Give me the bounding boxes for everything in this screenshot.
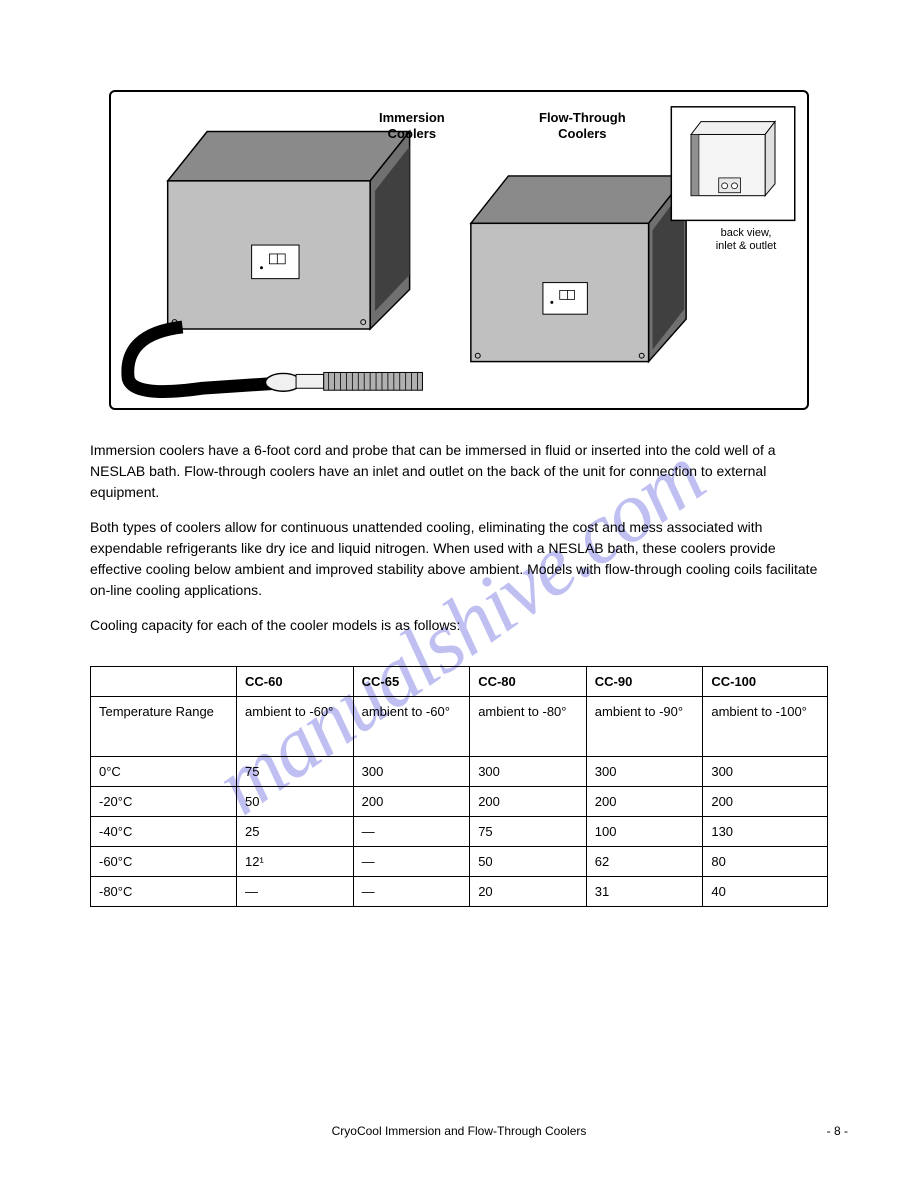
table-row: Temperature Rangeambient to -60°ambient … (91, 697, 828, 757)
th-cc80: CC-80 (470, 667, 587, 697)
table-cell: — (353, 817, 470, 847)
table-cell: 40 (703, 877, 828, 907)
table-cell: 200 (586, 787, 703, 817)
table-header-row: CC-60 CC-65 CC-80 CC-90 CC-100 (91, 667, 828, 697)
intro-p1: Immersion coolers have a 6-foot cord and… (90, 440, 828, 503)
table-cell: Temperature Range (91, 697, 237, 757)
table-cell: 300 (353, 757, 470, 787)
table-cell: -80°C (91, 877, 237, 907)
intro-p2: Both types of coolers allow for continuo… (90, 517, 828, 601)
table-cell: 100 (586, 817, 703, 847)
th-cc60: CC-60 (237, 667, 354, 697)
table-cell: 50 (470, 847, 587, 877)
table-cell: — (353, 847, 470, 877)
intro-text: Immersion coolers have a 6-foot cord and… (90, 440, 828, 636)
table-cell: 0°C (91, 757, 237, 787)
table-cell: — (353, 877, 470, 907)
table-cell: 31 (586, 877, 703, 907)
table-row: -40°C25—75100130 (91, 817, 828, 847)
table-cell: 200 (470, 787, 587, 817)
label-backview: back view, inlet & outlet (701, 227, 791, 252)
page-content: Immersion Coolers Flow-Through Coolers b… (0, 0, 918, 907)
table-cell: -20°C (91, 787, 237, 817)
table-cell: 300 (470, 757, 587, 787)
label-immersion: Immersion Coolers (379, 110, 445, 141)
table-cell: 130 (703, 817, 828, 847)
th-cc100: CC-100 (703, 667, 828, 697)
table-cell: 25 (237, 817, 354, 847)
table-cell: 300 (586, 757, 703, 787)
table-cell: — (237, 877, 354, 907)
table-cell: ambient to -90° (586, 697, 703, 757)
table-cell: -60°C (91, 847, 237, 877)
th-cc90: CC-90 (586, 667, 703, 697)
table-row: -20°C50200200200200 (91, 787, 828, 817)
page-number: - 8 - (827, 1124, 848, 1138)
table-cell: 50 (237, 787, 354, 817)
table-cell: 20 (470, 877, 587, 907)
table-cell: 80 (703, 847, 828, 877)
table-cell: 75 (237, 757, 354, 787)
table-row: 0°C75300300300300 (91, 757, 828, 787)
table-cell: -40°C (91, 817, 237, 847)
table-cell: 200 (353, 787, 470, 817)
table-cell: 200 (703, 787, 828, 817)
table-cell: ambient to -60° (237, 697, 354, 757)
table-row: -60°C12¹—506280 (91, 847, 828, 877)
table-cell: 75 (470, 817, 587, 847)
table-cell: 62 (586, 847, 703, 877)
th-blank (91, 667, 237, 697)
intro-p3: Cooling capacity for each of the cooler … (90, 615, 828, 636)
spec-table: CC-60 CC-65 CC-80 CC-90 CC-100 Temperatu… (90, 666, 828, 907)
table-row: -80°C——203140 (91, 877, 828, 907)
table-cell: 12¹ (237, 847, 354, 877)
table-cell: ambient to -60° (353, 697, 470, 757)
table-cell: ambient to -100° (703, 697, 828, 757)
th-cc65: CC-65 (353, 667, 470, 697)
footer-title: CryoCool Immersion and Flow-Through Cool… (0, 1124, 918, 1138)
table-cell: ambient to -80° (470, 697, 587, 757)
label-flowthrough: Flow-Through Coolers (539, 110, 626, 141)
figure-container: Immersion Coolers Flow-Through Coolers b… (109, 90, 809, 410)
table-cell: 300 (703, 757, 828, 787)
